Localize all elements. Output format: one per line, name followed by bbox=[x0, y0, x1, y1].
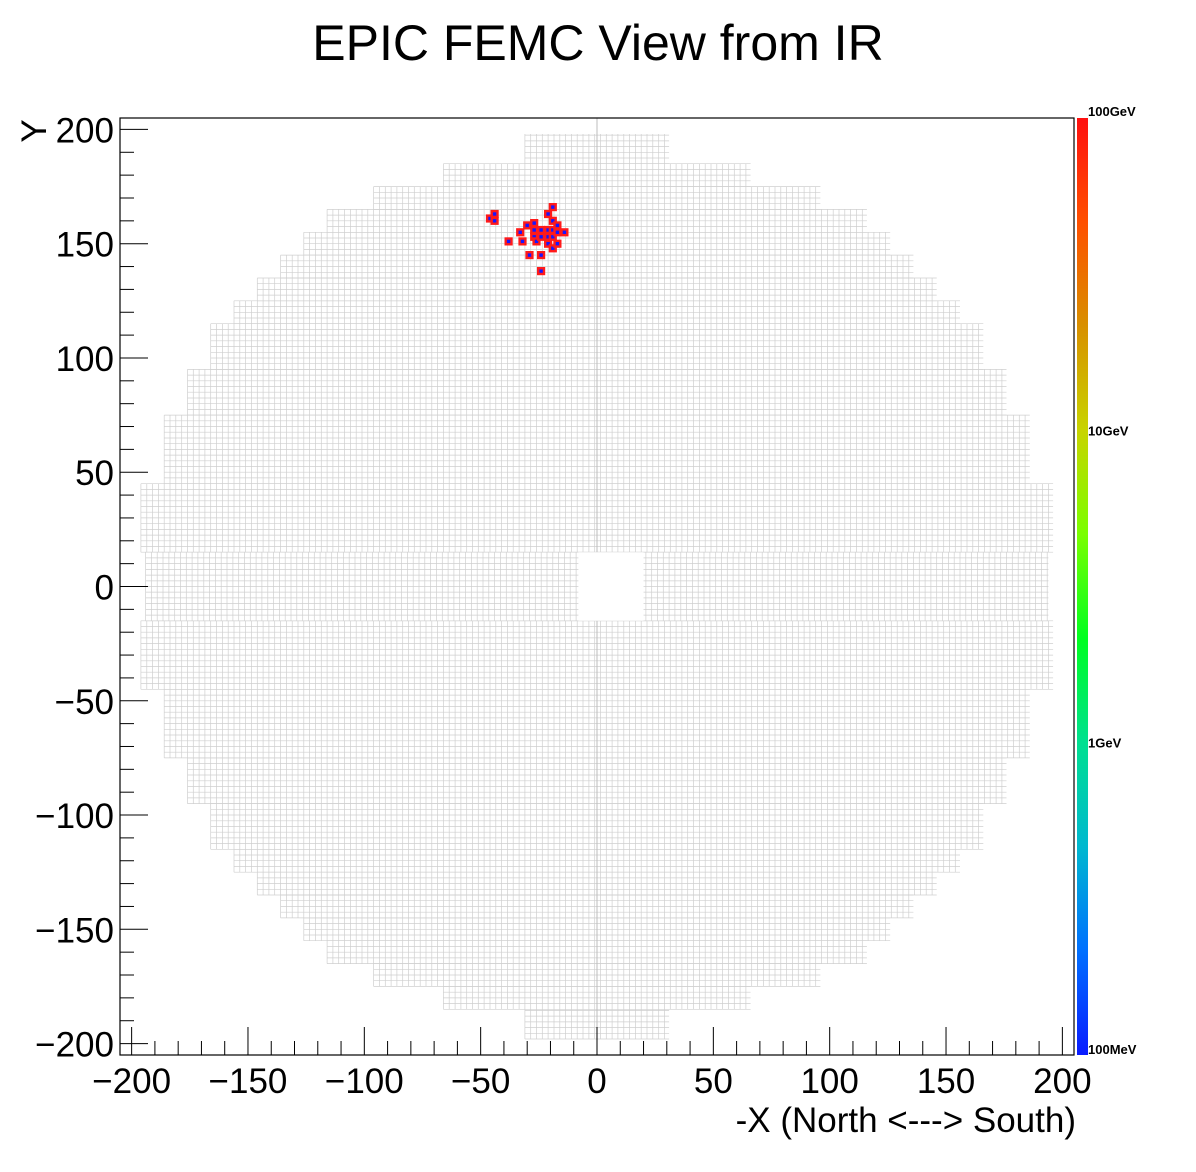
y-tick-label: −200 bbox=[35, 1026, 114, 1065]
x-tick-label: 200 bbox=[1033, 1062, 1091, 1101]
colorbar-tick-label: 10GeV bbox=[1088, 423, 1129, 438]
grid-band-23 bbox=[443, 163, 751, 187]
grid-band-10 bbox=[210, 803, 984, 850]
beam-hole bbox=[578, 552, 644, 621]
grid-band-4 bbox=[140, 620, 1054, 690]
grid-band-13 bbox=[256, 277, 937, 302]
x-tick-label: −200 bbox=[92, 1062, 171, 1101]
grid-band-5 bbox=[163, 414, 1030, 485]
x-tick-label: 150 bbox=[917, 1062, 975, 1101]
grid-band-1 bbox=[145, 551, 1049, 582]
hit-cell-2 bbox=[490, 216, 499, 225]
grid-band-8 bbox=[187, 757, 1007, 804]
grid-band-12 bbox=[233, 848, 960, 873]
hit-cell-3 bbox=[504, 237, 513, 246]
grid-band-11 bbox=[233, 300, 960, 325]
x-tick-label: 50 bbox=[694, 1062, 733, 1101]
x-axis: −200 −150 −100 −50 0 50 100 150 200 bbox=[92, 1027, 1092, 1101]
y-axis: −200 −150 −100 −50 0 50 100 150 200 bbox=[35, 111, 148, 1065]
grid-band-9 bbox=[210, 323, 984, 370]
chart-title: EPIC FEMC View from IR bbox=[312, 15, 884, 71]
grid-band-3 bbox=[140, 483, 1054, 553]
hit-cell-26 bbox=[553, 228, 562, 237]
y-tick-label: 100 bbox=[56, 340, 114, 379]
x-tick-label: −50 bbox=[451, 1062, 510, 1101]
colorbar: 100MeV 1GeV 10GeV 100GeV bbox=[1077, 104, 1137, 1057]
hit-cell-14 bbox=[537, 225, 546, 235]
hit-cell-19 bbox=[544, 239, 553, 248]
hit-cell-27 bbox=[553, 239, 562, 248]
y-tick-label: 150 bbox=[56, 226, 114, 265]
energy-hits bbox=[485, 202, 569, 276]
grid-band-24 bbox=[443, 986, 751, 1010]
x-tick-label: 0 bbox=[587, 1062, 606, 1101]
grid-band-20 bbox=[326, 940, 867, 964]
grid-band-21 bbox=[373, 186, 821, 210]
y-tick-label: −100 bbox=[35, 797, 114, 836]
hit-cell-4 bbox=[516, 228, 525, 237]
hit-cell-12 bbox=[537, 250, 546, 260]
colorbar-tick-label: 1GeV bbox=[1088, 736, 1122, 751]
hit-cell-11 bbox=[532, 237, 541, 246]
grid-band-7 bbox=[187, 369, 1007, 416]
hit-cell-8 bbox=[530, 218, 539, 228]
hit-cell-9 bbox=[530, 225, 539, 235]
y-tick-label: 200 bbox=[56, 111, 114, 150]
x-tick-label: −100 bbox=[325, 1062, 404, 1101]
detector-grid bbox=[140, 118, 1054, 1055]
x-tick-label: −150 bbox=[209, 1062, 288, 1101]
x-axis-label: -X (North <---> South) bbox=[736, 1101, 1076, 1140]
hit-cell-21 bbox=[548, 216, 557, 225]
hit-cell-28 bbox=[560, 228, 569, 237]
grid-band-22 bbox=[373, 963, 821, 987]
hit-cell-6 bbox=[523, 221, 532, 230]
colorbar-tick-label: 100MeV bbox=[1088, 1042, 1137, 1057]
hit-cell-15 bbox=[537, 232, 546, 241]
x-tick-label: 100 bbox=[800, 1062, 858, 1101]
hit-cell-20 bbox=[548, 202, 557, 212]
grid-band-15 bbox=[280, 254, 914, 279]
hit-cell-7 bbox=[525, 250, 534, 260]
grid-band-19 bbox=[326, 209, 867, 233]
hit-cell-1 bbox=[490, 209, 499, 219]
hit-cell-24 bbox=[548, 244, 557, 253]
grid-band-16 bbox=[280, 894, 914, 919]
hit-cell-5 bbox=[518, 237, 527, 246]
grid-band-2 bbox=[145, 591, 1049, 622]
hit-cell-16 bbox=[544, 209, 553, 219]
hit-cell-13 bbox=[537, 267, 546, 276]
y-tick-label: 50 bbox=[75, 454, 114, 493]
colorbar-gradient bbox=[1077, 118, 1088, 1055]
hit-cell-23 bbox=[548, 232, 557, 241]
y-axis-label: Y bbox=[15, 119, 54, 142]
grid-band-18 bbox=[303, 917, 891, 942]
colorbar-tick-label: 100GeV bbox=[1088, 104, 1136, 119]
y-tick-label: 0 bbox=[95, 569, 114, 608]
grid-band-14 bbox=[256, 871, 937, 896]
grid-band-6 bbox=[163, 688, 1030, 759]
y-tick-label: −150 bbox=[35, 911, 114, 950]
hit-cell-25 bbox=[553, 221, 562, 230]
y-tick-label: −50 bbox=[55, 683, 114, 722]
